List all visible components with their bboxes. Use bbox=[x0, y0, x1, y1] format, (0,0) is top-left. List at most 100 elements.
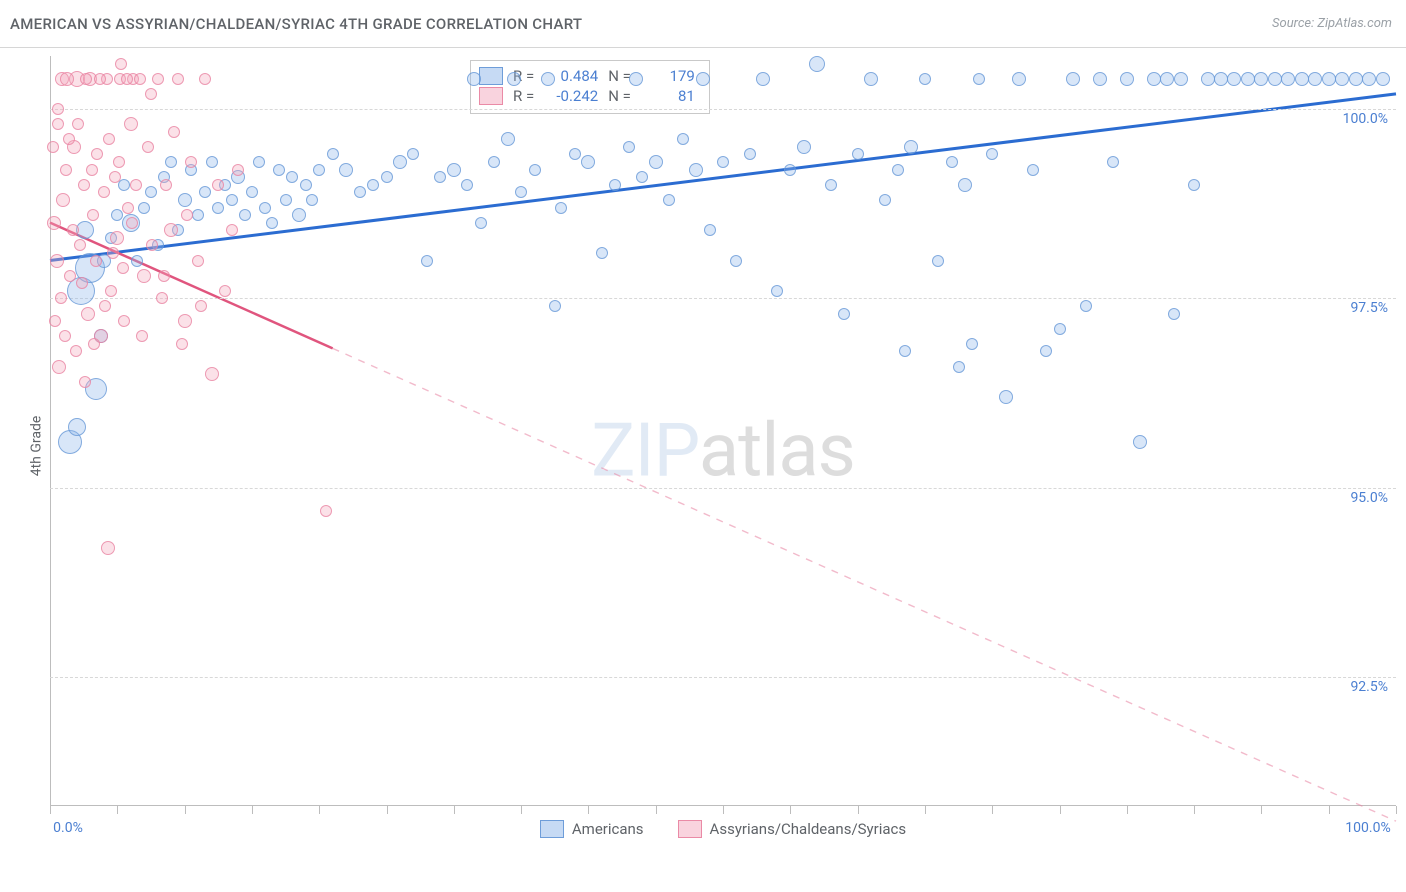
data-point-americans bbox=[879, 194, 891, 206]
gridline-h bbox=[50, 298, 1396, 299]
y-axis-label: 4th Grade bbox=[28, 416, 44, 477]
data-point-americans bbox=[226, 194, 238, 206]
data-point-assyrians bbox=[90, 255, 102, 267]
x-tick bbox=[521, 806, 522, 814]
n-value-assyrians: 81 bbox=[641, 87, 695, 105]
data-point-americans bbox=[1335, 72, 1349, 86]
legend-item-americans: Americans bbox=[540, 820, 644, 838]
data-point-americans bbox=[966, 338, 978, 350]
data-point-americans bbox=[1214, 72, 1228, 86]
source-label: Source: ZipAtlas.com bbox=[1272, 16, 1392, 31]
data-point-americans bbox=[986, 148, 998, 160]
data-point-americans bbox=[541, 72, 555, 86]
data-point-americans bbox=[1093, 72, 1107, 86]
data-point-americans bbox=[475, 217, 487, 229]
x-tick bbox=[252, 806, 253, 814]
data-point-americans bbox=[730, 255, 742, 267]
legend-item-assyrians: Assyrians/Chaldeans/Syriacs bbox=[678, 820, 907, 838]
data-point-americans bbox=[1254, 72, 1268, 86]
data-point-americans bbox=[1160, 72, 1174, 86]
data-point-assyrians bbox=[113, 156, 125, 168]
data-point-assyrians bbox=[320, 505, 332, 517]
data-point-assyrians bbox=[146, 239, 158, 251]
data-point-assyrians bbox=[64, 270, 76, 282]
data-point-americans bbox=[838, 308, 850, 320]
data-point-americans bbox=[266, 217, 278, 229]
data-point-assyrians bbox=[78, 179, 90, 191]
data-point-americans bbox=[145, 186, 157, 198]
data-point-assyrians bbox=[59, 330, 71, 342]
data-point-assyrians bbox=[91, 148, 103, 160]
data-point-americans bbox=[515, 186, 527, 198]
x-tick bbox=[992, 806, 993, 814]
x-tick bbox=[319, 806, 320, 814]
data-point-americans bbox=[1168, 308, 1180, 320]
data-point-assyrians bbox=[47, 216, 61, 230]
data-point-americans bbox=[199, 186, 211, 198]
data-point-assyrians bbox=[195, 300, 207, 312]
swatch-pink bbox=[678, 820, 702, 838]
x-tick bbox=[1060, 806, 1061, 814]
watermark: ZIPatlas bbox=[591, 408, 855, 495]
y-tick-label: 92.5% bbox=[1350, 679, 1388, 695]
data-point-americans bbox=[973, 73, 985, 85]
data-point-americans bbox=[549, 300, 561, 312]
y-axis-line bbox=[50, 56, 51, 806]
x-tick bbox=[1194, 806, 1195, 814]
data-point-americans bbox=[555, 202, 567, 214]
data-point-assyrians bbox=[118, 315, 130, 327]
data-point-americans bbox=[1362, 72, 1376, 86]
data-point-assyrians bbox=[76, 277, 88, 289]
data-point-assyrians bbox=[52, 118, 64, 130]
data-point-assyrians bbox=[142, 141, 154, 153]
data-point-assyrians bbox=[101, 541, 115, 555]
data-point-assyrians bbox=[145, 88, 157, 100]
data-point-americans bbox=[292, 208, 306, 222]
legend-label-assyrians: Assyrians/Chaldeans/Syriacs bbox=[710, 820, 907, 838]
data-point-assyrians bbox=[107, 247, 119, 259]
data-point-americans bbox=[1281, 72, 1295, 86]
data-point-assyrians bbox=[124, 117, 138, 131]
data-point-americans bbox=[178, 193, 192, 207]
n-label: N = bbox=[608, 67, 631, 85]
data-point-americans bbox=[649, 155, 663, 169]
trendlines-svg bbox=[50, 56, 1396, 846]
data-point-americans bbox=[253, 156, 265, 168]
correlation-legend: R = 0.484 N = 179 R = -0.242 N = 81 bbox=[470, 60, 710, 114]
data-point-assyrians bbox=[56, 193, 70, 207]
data-point-americans bbox=[1349, 72, 1363, 86]
data-point-assyrians bbox=[172, 73, 184, 85]
data-point-americans bbox=[899, 345, 911, 357]
data-point-americans bbox=[1322, 72, 1336, 86]
data-point-assyrians bbox=[130, 179, 142, 191]
data-point-assyrians bbox=[178, 314, 192, 328]
data-point-assyrians bbox=[86, 164, 98, 176]
data-point-assyrians bbox=[199, 73, 211, 85]
data-point-americans bbox=[381, 171, 393, 183]
data-point-americans bbox=[461, 179, 473, 191]
data-point-americans bbox=[280, 194, 292, 206]
data-point-assyrians bbox=[110, 231, 124, 245]
data-point-americans bbox=[1054, 323, 1066, 335]
data-point-americans bbox=[797, 140, 811, 154]
data-point-americans bbox=[447, 163, 461, 177]
data-point-assyrians bbox=[52, 360, 66, 374]
data-point-assyrians bbox=[80, 73, 92, 85]
watermark-zip: ZIP bbox=[591, 408, 699, 495]
gridline-h bbox=[50, 677, 1396, 678]
swatch-blue bbox=[479, 67, 503, 85]
data-point-americans bbox=[864, 72, 878, 86]
chart-title: AMERICAN VS ASSYRIAN/CHALDEAN/SYRIAC 4TH… bbox=[10, 15, 582, 33]
x-tick bbox=[454, 806, 455, 814]
data-point-assyrians bbox=[192, 255, 204, 267]
data-point-assyrians bbox=[160, 179, 172, 191]
data-point-americans bbox=[744, 148, 756, 160]
data-point-americans bbox=[1295, 72, 1309, 86]
data-point-americans bbox=[717, 156, 729, 168]
data-point-assyrians bbox=[87, 209, 99, 221]
data-point-americans bbox=[434, 171, 446, 183]
data-point-americans bbox=[339, 163, 353, 177]
data-point-americans bbox=[273, 164, 285, 176]
data-point-assyrians bbox=[226, 224, 238, 236]
data-point-americans bbox=[904, 140, 918, 154]
